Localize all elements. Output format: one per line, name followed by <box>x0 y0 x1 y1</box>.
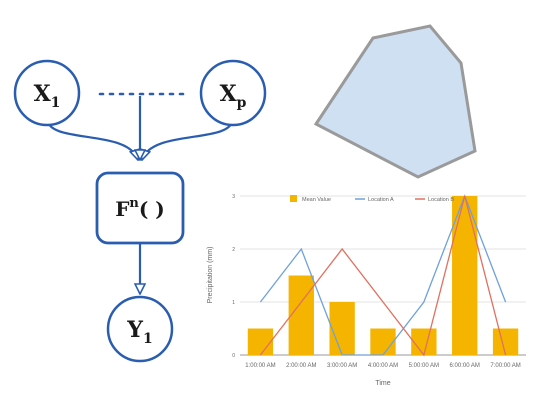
legend-label: Location B <box>428 197 454 203</box>
node-y1 <box>106 295 174 363</box>
node-x1-label: X1 <box>34 81 61 111</box>
model-diagram: X1 Xp Fn( ) Y1 <box>13 59 267 363</box>
y-tick-label: 1 <box>232 300 235 306</box>
node-xp <box>199 59 267 127</box>
chart-x-axis-label: Time <box>375 380 390 387</box>
legend-label: Mean Value <box>302 197 331 203</box>
x-tick-label: 6:00:00 AM <box>450 363 480 369</box>
bar-mean-value <box>329 302 355 355</box>
bar-mean-value <box>288 275 314 355</box>
chart-x-ticks: 1:00:00 AM 2:00:00 AM 3:00:00 AM 4:00:00 AM… <box>245 363 521 369</box>
chart-bars <box>247 196 519 355</box>
y-tick-label: 0 <box>232 353 235 359</box>
x-tick-label: 7:00:00 AM <box>490 363 520 369</box>
x-tick-label: 3:00:00 AM <box>327 363 357 369</box>
node-x1 <box>13 59 81 127</box>
legend-entry: Location A <box>355 197 394 203</box>
legend-label: Location A <box>368 197 394 203</box>
x-tick-label: 4:00:00 AM <box>368 363 398 369</box>
bar-mean-value <box>370 328 396 355</box>
node-y1-label: Y1 <box>126 317 152 347</box>
line-location-b <box>259 195 507 357</box>
node-function <box>95 171 185 245</box>
legend-entry: Location B <box>415 197 454 203</box>
convex-polygon <box>313 24 477 179</box>
node-xp-label: Xp <box>220 81 247 111</box>
x-tick-label: 2:00:00 AM <box>286 363 316 369</box>
bar-mean-value <box>411 328 437 355</box>
edge-x1-to-f <box>45 117 138 160</box>
chart-lines <box>259 194 507 357</box>
bar-mean-value <box>247 328 274 355</box>
chart-y-ticks: 0 1 2 3 <box>232 194 235 359</box>
chart-legend: Mean Value Location A Location B <box>290 195 454 203</box>
legend-swatch <box>290 195 297 202</box>
node-function-label: Fn( ) <box>115 196 165 221</box>
edge-xp-to-f <box>142 117 235 160</box>
bar-mean-value <box>492 328 519 355</box>
y-tick-label: 2 <box>232 247 235 253</box>
x-tick-label: 5:00:00 AM <box>409 363 439 369</box>
chart-y-axis-label: Precipitation (mm) <box>207 247 214 304</box>
bar-mean-value <box>452 196 478 355</box>
precipitation-chart: 0 1 2 3 1:00:00 AM 2:00:00 AM 3:00:00 AM 4:00:… <box>207 194 526 387</box>
y-tick-label: 3 <box>232 194 235 200</box>
legend-entry: Mean Value <box>290 195 331 203</box>
x-tick-label: 1:00:00 AM <box>245 363 275 369</box>
